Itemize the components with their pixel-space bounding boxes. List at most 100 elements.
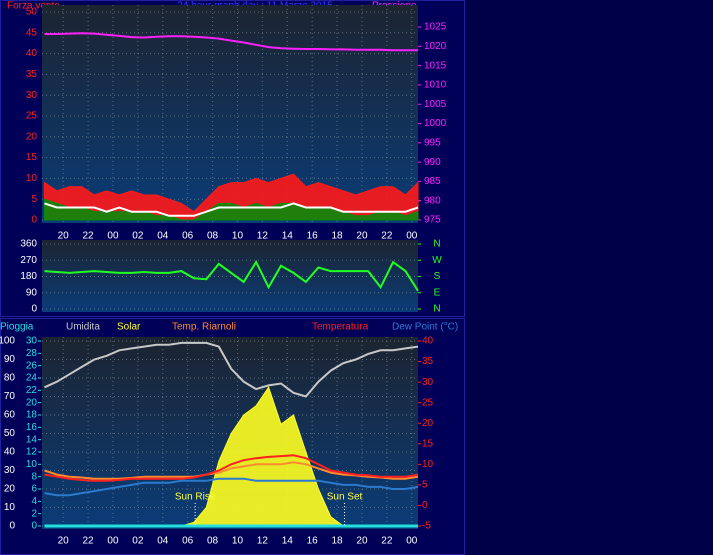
y-tick-label: 25 bbox=[26, 111, 38, 122]
y2-tick-label: 1025 bbox=[424, 22, 447, 33]
x-tick-label: 14 bbox=[282, 231, 294, 242]
line bbox=[44, 477, 419, 497]
y-tick-label: 40 bbox=[4, 447, 16, 458]
line bbox=[44, 32, 418, 52]
y2-tick-label: 995 bbox=[424, 137, 441, 148]
x-tick-label: 00 bbox=[107, 536, 119, 547]
y2-tick-label: 1020 bbox=[424, 41, 447, 52]
y-tick-label: 20 bbox=[26, 131, 38, 142]
y-tick-label: 90 bbox=[4, 354, 16, 365]
x-tick-label: 06 bbox=[182, 231, 194, 242]
x-tick-label: 08 bbox=[207, 536, 219, 547]
y3-tick-label: 2 bbox=[31, 508, 37, 519]
legend-entry: Dew Point (°C) bbox=[392, 322, 458, 333]
x-tick-label: 16 bbox=[307, 536, 319, 547]
y3-tick-label: 6 bbox=[31, 484, 37, 495]
y3-tick-label: 12 bbox=[26, 447, 38, 458]
plots: 0510152025303540455097598098599099510001… bbox=[0, 5, 458, 547]
x-tick-label: 22 bbox=[83, 231, 95, 242]
x-tick-label: 22 bbox=[381, 536, 393, 547]
y2-tick-label: S bbox=[434, 271, 441, 282]
y-tick-label: 270 bbox=[20, 255, 37, 266]
y2-tick-label: N bbox=[433, 239, 440, 250]
y-tick-label: 80 bbox=[4, 373, 16, 384]
y-tick-label: 0 bbox=[9, 521, 15, 532]
legend-entry: Temp. Riarnoli bbox=[172, 322, 236, 333]
y3-tick-label: 10 bbox=[26, 459, 38, 470]
y-tick-label: 60 bbox=[4, 410, 16, 421]
x-tick-label: 02 bbox=[132, 536, 144, 547]
x-tick-label: 08 bbox=[207, 231, 219, 242]
y2-tick-label: 1010 bbox=[424, 80, 447, 91]
y3-tick-label: 16 bbox=[26, 422, 38, 433]
x-tick-label: 10 bbox=[232, 231, 244, 242]
y-tick-label: 50 bbox=[26, 7, 38, 18]
y2-tick-label: 15 bbox=[422, 438, 434, 449]
y3-tick-label: 20 bbox=[26, 397, 38, 408]
y3-tick-label: 0 bbox=[31, 521, 37, 532]
line bbox=[44, 202, 419, 217]
x-tick-label: 18 bbox=[332, 231, 344, 242]
y-tick-label: 10 bbox=[26, 173, 38, 184]
y2-tick-label: 25 bbox=[422, 397, 434, 408]
x-tick-label: 14 bbox=[282, 536, 294, 547]
x-tick-label: 04 bbox=[157, 536, 169, 547]
y2-tick-label: 40 bbox=[422, 336, 434, 347]
y2-tick-label: 30 bbox=[422, 377, 434, 388]
x-tick-label: 20 bbox=[58, 231, 70, 242]
x-tick-label: 00 bbox=[406, 231, 418, 242]
y3-tick-label: 28 bbox=[26, 348, 38, 359]
x-tick-label: 04 bbox=[157, 231, 169, 242]
x-tick-label: 18 bbox=[332, 536, 344, 547]
x-tick-label: 20 bbox=[356, 536, 368, 547]
x-tick-label: 00 bbox=[406, 536, 418, 547]
y2-tick-label: 35 bbox=[422, 356, 434, 367]
y-tick-label: 360 bbox=[20, 239, 37, 250]
y2-tick-label: 0 bbox=[422, 500, 428, 511]
legend-entry: Temperatura bbox=[312, 322, 369, 333]
y-tick-label: 100 bbox=[0, 336, 15, 347]
x-tick-label: 06 bbox=[182, 536, 194, 547]
y-tick-label: 50 bbox=[4, 428, 16, 439]
y3-tick-label: 18 bbox=[26, 410, 38, 421]
y2-tick-label: 20 bbox=[422, 418, 434, 429]
y3-tick-label: 24 bbox=[26, 373, 38, 384]
x-tick-label: 02 bbox=[132, 231, 144, 242]
y-tick-label: 70 bbox=[4, 391, 16, 402]
y-tick-label: 45 bbox=[26, 27, 38, 38]
y-tick-label: 20 bbox=[4, 484, 16, 495]
y3-tick-label: 30 bbox=[26, 336, 38, 347]
y-tick-label: 35 bbox=[26, 69, 38, 80]
y2-tick-label: 980 bbox=[424, 195, 441, 206]
y-tick-label: 30 bbox=[4, 465, 16, 476]
y2-tick-label: W bbox=[432, 255, 442, 266]
y2-tick-label: 985 bbox=[424, 176, 441, 187]
x-tick-label: 20 bbox=[356, 231, 368, 242]
y-tick-label: 90 bbox=[26, 287, 38, 298]
legend-entry: Pioggia bbox=[0, 322, 34, 333]
y-tick-label: 40 bbox=[26, 48, 38, 59]
annotation: Sun Set bbox=[327, 492, 363, 503]
x-tick-label: 20 bbox=[58, 536, 70, 547]
y-axis-label: Forza vento bbox=[7, 1, 60, 12]
y-tick-label: 30 bbox=[26, 90, 38, 101]
legend-entry: Solar bbox=[117, 322, 141, 333]
y2-tick-label: -5 bbox=[422, 521, 431, 532]
x-tick-label: 00 bbox=[107, 231, 119, 242]
x-tick-label: 16 bbox=[307, 231, 319, 242]
y-tick-label: 10 bbox=[4, 502, 16, 513]
y2-tick-label: 1005 bbox=[424, 99, 447, 110]
x-tick-label: 12 bbox=[257, 536, 269, 547]
y-tick-label: 5 bbox=[31, 194, 37, 205]
x-tick-label: 12 bbox=[257, 231, 269, 242]
y3-tick-label: 26 bbox=[26, 360, 38, 371]
y2-tick-label: N bbox=[433, 304, 440, 315]
y3-tick-label: 8 bbox=[31, 471, 37, 482]
line bbox=[44, 454, 419, 482]
y-tick-label: 180 bbox=[20, 271, 37, 282]
x-tick-label: 22 bbox=[381, 231, 393, 242]
y-tick-label: 15 bbox=[26, 152, 38, 163]
y3-tick-label: 4 bbox=[31, 496, 37, 507]
y2-tick-label: 1000 bbox=[424, 118, 447, 129]
